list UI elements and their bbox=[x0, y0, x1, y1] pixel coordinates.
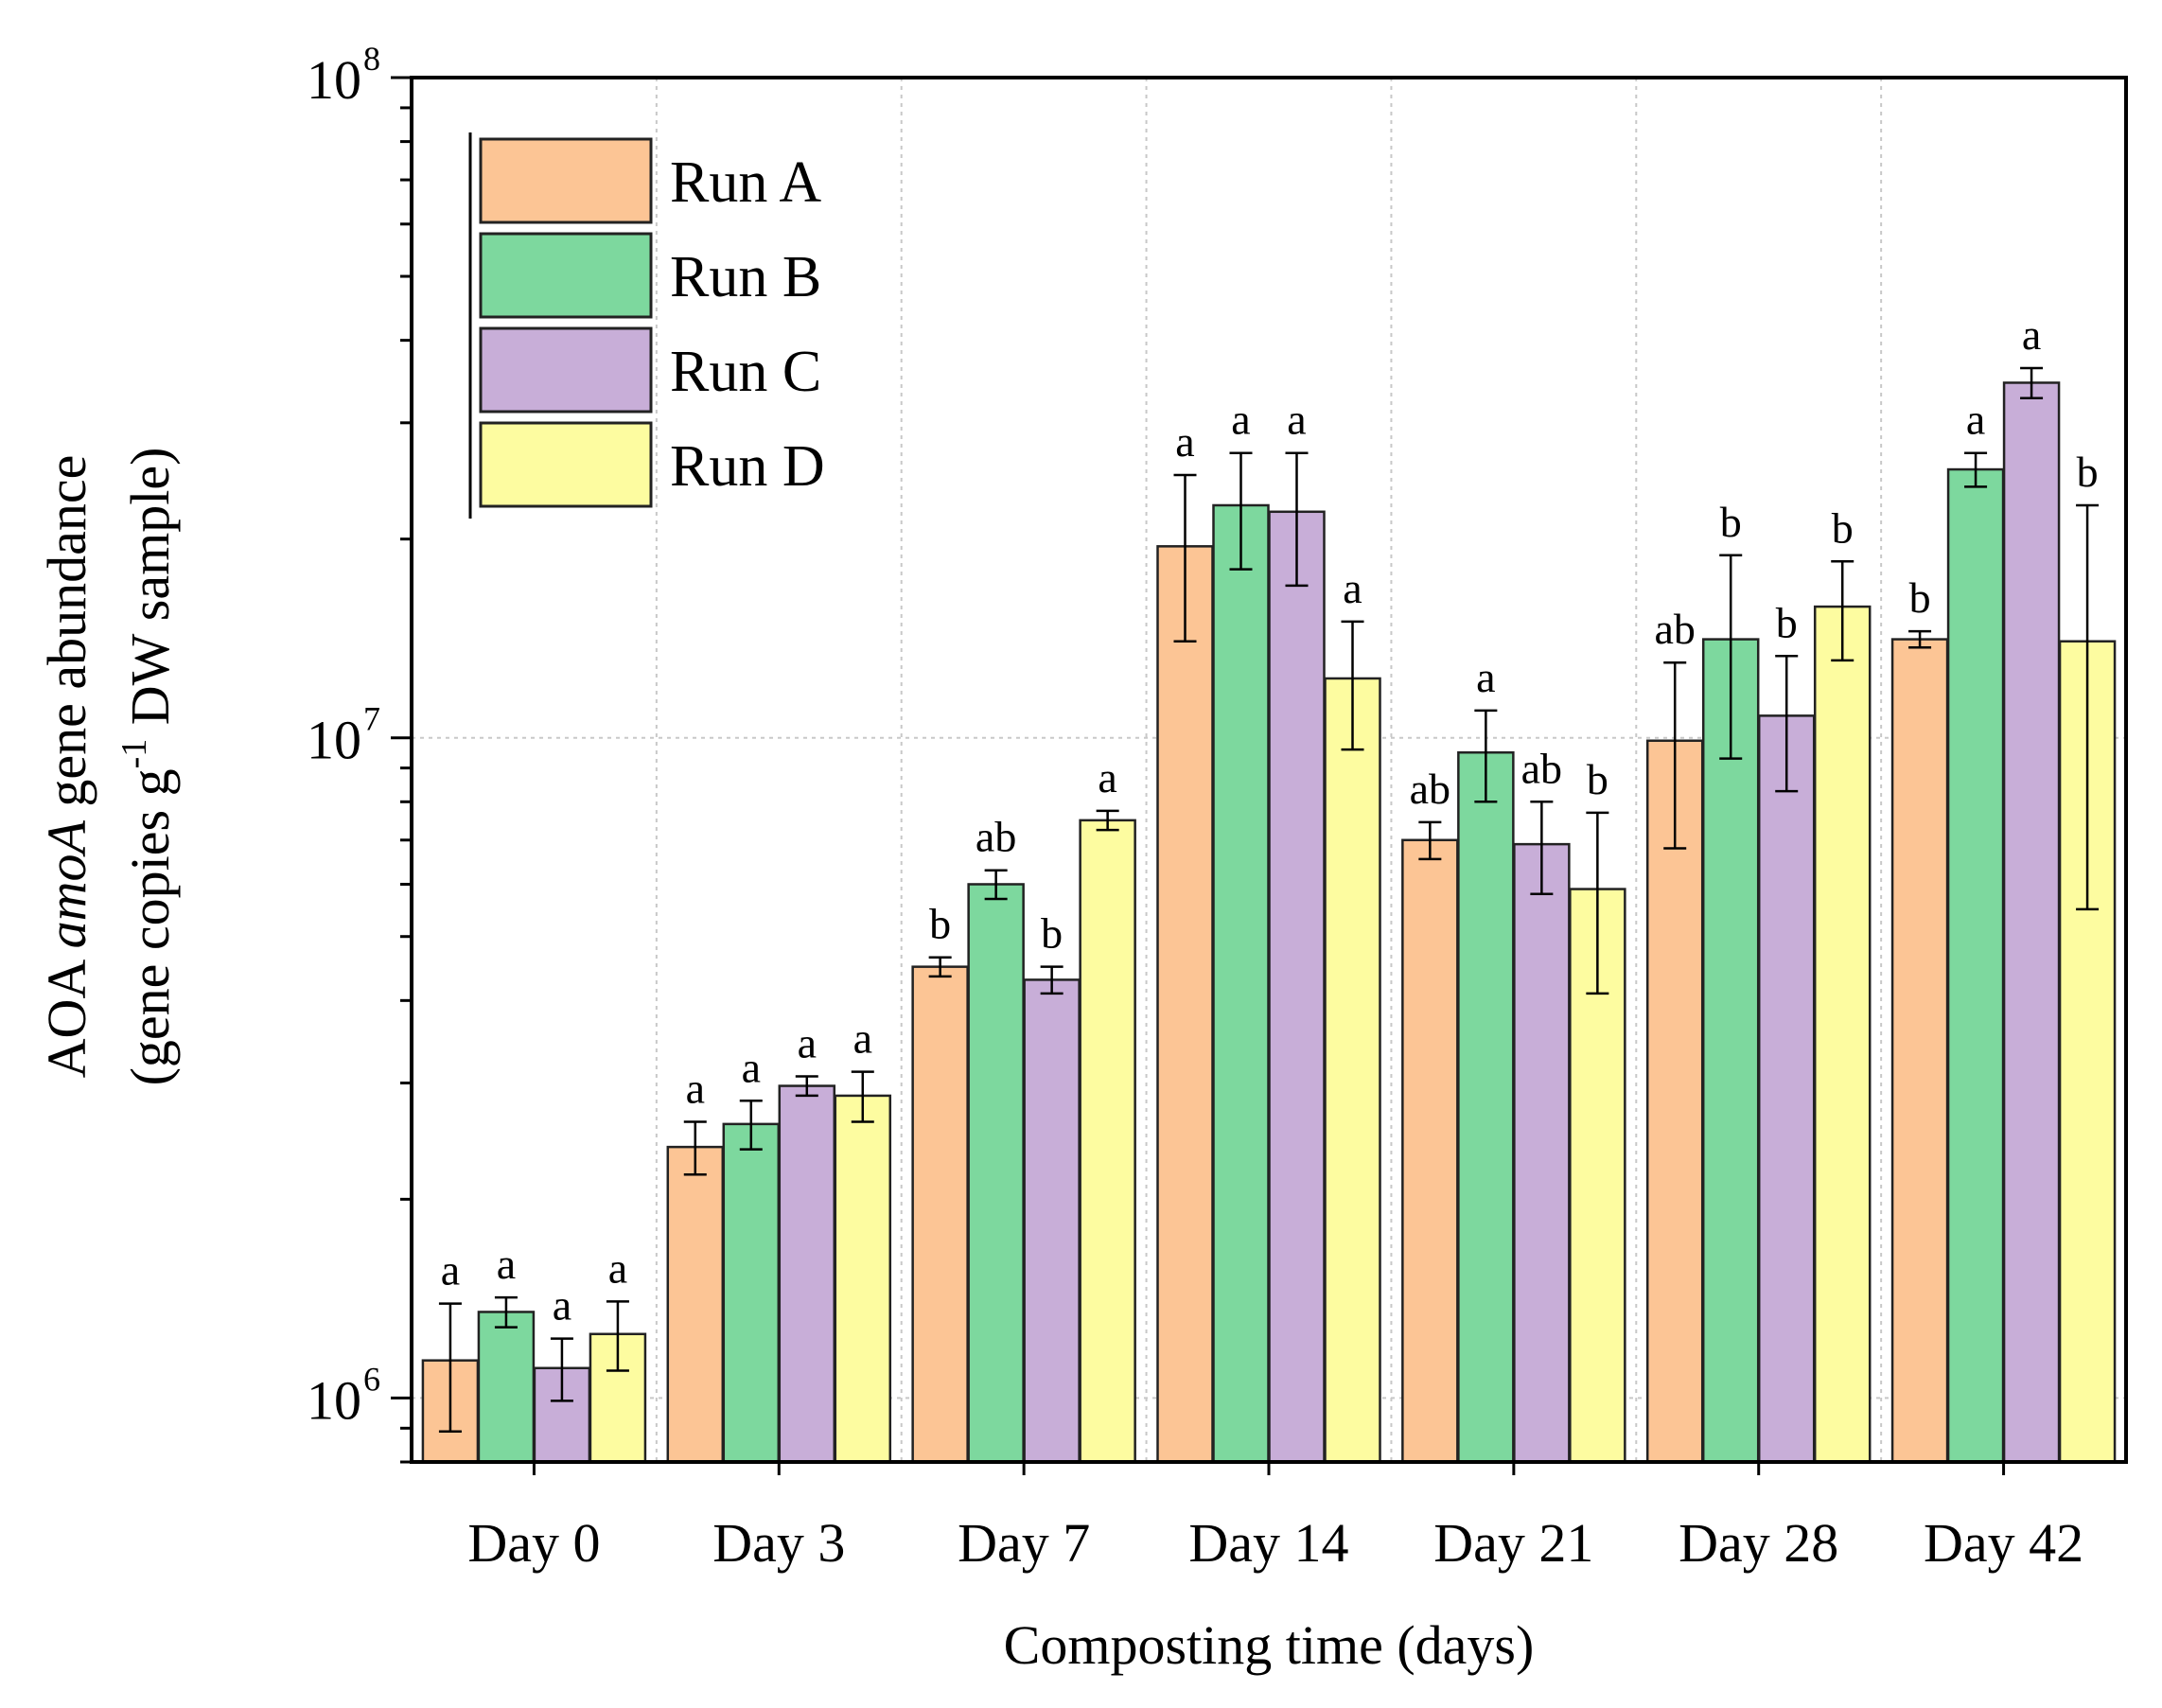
significance-letter: ab bbox=[1521, 744, 1562, 792]
y-tick-base: 10 bbox=[307, 1369, 361, 1431]
bar bbox=[911, 965, 969, 1464]
legend-swatch bbox=[479, 232, 653, 319]
y-tick-base: 10 bbox=[307, 49, 361, 111]
bar bbox=[2002, 381, 2061, 1464]
significance-letter: a bbox=[686, 1065, 705, 1113]
significance-letter: a bbox=[497, 1240, 516, 1288]
bar bbox=[722, 1122, 781, 1464]
bar bbox=[1156, 545, 1214, 1464]
gridlines bbox=[412, 78, 2126, 1462]
bar bbox=[1513, 842, 1571, 1464]
significance-letter: a bbox=[1231, 396, 1250, 444]
significance-letter: a bbox=[441, 1246, 460, 1294]
significance-letter: b bbox=[1832, 503, 1854, 552]
significance-letter: a bbox=[742, 1043, 761, 1091]
y-tick-label: 10 7 bbox=[307, 700, 380, 771]
x-axis: Day 0 Day 3 Day 7 Day 14 Day 21 Day 28 Day 42 bbox=[467, 1462, 2083, 1574]
significance-letter: b bbox=[1587, 755, 1608, 803]
significance-letter: a bbox=[2022, 310, 2041, 359]
bar bbox=[834, 1094, 892, 1464]
x-axis-title: Composting time (days) bbox=[1004, 1614, 1535, 1676]
significance-letter: b bbox=[929, 900, 951, 948]
x-tick-label: Day 3 bbox=[712, 1512, 845, 1574]
x-tick-label: Day 42 bbox=[1924, 1512, 2083, 1574]
legend-swatch bbox=[479, 137, 653, 224]
y-title-gene: amoA bbox=[36, 820, 97, 949]
y-title-suffix: gene abundance bbox=[36, 455, 97, 820]
y-tick-base: 10 bbox=[307, 710, 361, 771]
significance-letter: a bbox=[853, 1014, 872, 1063]
legend-swatch bbox=[479, 326, 653, 414]
significance-letter: b bbox=[1720, 498, 1742, 546]
bar bbox=[1023, 978, 1081, 1464]
legend-swatch bbox=[479, 421, 653, 508]
bar bbox=[1268, 510, 1326, 1464]
bar bbox=[1813, 605, 1872, 1464]
significance-letter: ab bbox=[1410, 765, 1450, 813]
legend-label: Run A bbox=[670, 150, 821, 215]
significance-letter: a bbox=[1175, 417, 1194, 466]
significance-letter: b bbox=[1041, 909, 1063, 958]
significance-letter: ab bbox=[1655, 605, 1696, 653]
y-tick-label: 10 8 bbox=[307, 40, 380, 111]
y-tick-exponent: 6 bbox=[363, 1360, 380, 1398]
bars bbox=[421, 381, 2117, 1464]
bar bbox=[477, 1311, 536, 1464]
significance-letter: b bbox=[1776, 598, 1798, 646]
bar bbox=[1457, 750, 1515, 1464]
bar bbox=[1701, 638, 1760, 1464]
significance-letter: a bbox=[1098, 753, 1116, 801]
y-title-units-suffix: DW sample) bbox=[119, 448, 181, 739]
significance-letter: a bbox=[608, 1243, 627, 1292]
x-tick-label: Day 7 bbox=[958, 1512, 1090, 1574]
bar bbox=[1569, 888, 1626, 1464]
significance-letter: b bbox=[1909, 573, 1931, 622]
y-tick-label: 10 6 bbox=[307, 1360, 380, 1431]
significance-letter: b bbox=[2077, 448, 2099, 496]
significance-letter: a bbox=[1966, 396, 1985, 444]
x-tick-label: Day 0 bbox=[467, 1512, 600, 1574]
bar bbox=[666, 1145, 725, 1464]
bar bbox=[778, 1084, 836, 1464]
significance-letter: a bbox=[1287, 396, 1306, 444]
bar bbox=[1079, 819, 1136, 1464]
y-tick-exponent: 7 bbox=[363, 700, 380, 738]
bar bbox=[1890, 638, 1949, 1464]
significance-letter: a bbox=[553, 1281, 571, 1329]
legend-label: Run D bbox=[670, 434, 825, 499]
legend-label: Run C bbox=[670, 340, 821, 404]
x-tick-label: Day 21 bbox=[1433, 1512, 1593, 1574]
y-title-units-sup: -1 bbox=[114, 739, 154, 769]
svg-text:AOA amoA gene abundance: AOA amoA gene abundance bbox=[36, 455, 97, 1079]
bar bbox=[1324, 677, 1381, 1464]
bar bbox=[1757, 714, 1816, 1464]
y-title-prefix: AOA bbox=[36, 948, 97, 1078]
y-tick-exponent: 8 bbox=[363, 40, 380, 78]
bar bbox=[1212, 503, 1270, 1464]
significance-letter: a bbox=[1476, 653, 1495, 701]
x-tick-label: Day 28 bbox=[1679, 1512, 1838, 1574]
legend: Run A Run B Run C Run D bbox=[468, 132, 825, 519]
significance-letter: a bbox=[798, 1019, 817, 1067]
x-tick-label: Day 14 bbox=[1188, 1512, 1348, 1574]
y-title-units-prefix: (gene copies g bbox=[119, 768, 181, 1085]
bar bbox=[1401, 838, 1459, 1464]
error-bars bbox=[438, 366, 2100, 1433]
bar bbox=[967, 883, 1025, 1464]
legend-label: Run B bbox=[670, 245, 821, 309]
y-axis-title: AOA amoA gene abundance (gene copies g-1… bbox=[36, 448, 181, 1086]
significance-letter: a bbox=[1343, 564, 1362, 612]
significance-letter: ab bbox=[976, 813, 1016, 861]
bar bbox=[1946, 467, 2005, 1464]
svg-text:(gene copies g-1 DW sample): (gene copies g-1 DW sample) bbox=[114, 448, 181, 1086]
